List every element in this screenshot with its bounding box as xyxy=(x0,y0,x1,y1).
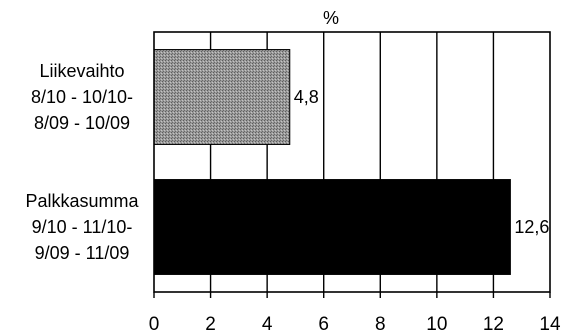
category-label: 8/10 - 10/10- xyxy=(31,87,133,107)
category-label: 9/10 - 11/10- xyxy=(32,217,133,237)
value-labels: 4,8 12,6 xyxy=(294,87,550,237)
category-label: Palkkasumma xyxy=(25,191,139,211)
bars xyxy=(153,49,511,275)
x-tick-label: 12 xyxy=(483,314,504,333)
unit-label: % xyxy=(323,8,339,28)
x-tick-label: 8 xyxy=(375,314,386,333)
category-label: 9/09 - 11/09 xyxy=(35,243,130,263)
x-tick-label: 6 xyxy=(318,314,329,333)
data-label: 12,6 xyxy=(514,217,549,237)
category-labels: Liikevaihto 8/10 - 10/10- 8/09 - 10/09 Palk… xyxy=(25,61,139,263)
x-axis-ticks: 0 2 4 6 8 10 12 14 xyxy=(149,292,561,333)
x-tick-label: 4 xyxy=(262,314,273,333)
x-tick-label: 2 xyxy=(205,314,216,333)
x-tick-label: 14 xyxy=(539,314,561,333)
plot-area-frame xyxy=(153,31,551,293)
x-tick-label: 0 xyxy=(149,314,160,333)
bar xyxy=(153,179,511,275)
bar xyxy=(153,49,291,145)
data-label: 4,8 xyxy=(294,87,319,107)
x-tick-label: 10 xyxy=(426,314,447,333)
category-label: Liikevaihto xyxy=(39,61,124,81)
category-label: 8/09 - 10/09 xyxy=(34,113,130,133)
